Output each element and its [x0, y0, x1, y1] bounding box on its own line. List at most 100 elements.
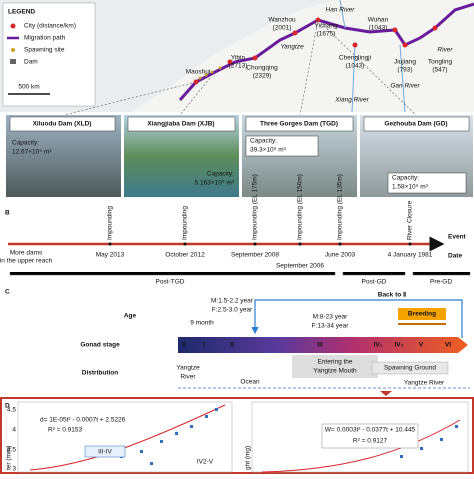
spawn-box [371, 361, 449, 375]
event-tick [338, 242, 342, 246]
capacity-value: 12.67×10⁹ m³ [12, 149, 52, 156]
dam-title: Gezhouba Dam (GD) [384, 121, 447, 128]
event-label: Impounding (EL 156m) [297, 174, 304, 240]
legend-box [2, 2, 96, 107]
city-name: Chenglingji [339, 55, 371, 62]
stage-label: IV₂ [394, 342, 403, 349]
mouth-box [292, 355, 378, 378]
event-label: Impounding (EL 135m) [337, 174, 344, 240]
city-distance: (2713) [229, 63, 248, 70]
equation: d= 1E-05t² - 0.0007t + 2.5226 [40, 417, 126, 424]
legend-item: City (distance/km) [24, 23, 76, 30]
dam-title: Xiangjiaba Dam (XJB) [147, 121, 214, 128]
city-distance: (1675) [317, 31, 336, 38]
back-arrow [251, 299, 463, 338]
river [399, 44, 406, 113]
breeding-box [398, 308, 446, 320]
date-label: September 2008 [231, 252, 279, 259]
equation: W= 0.0003t² - 0.0377t + 10.445 [325, 427, 416, 434]
date-label: October 2012 [165, 252, 205, 259]
stage-label: IV₁ [374, 342, 383, 349]
start-label: More dams [10, 250, 43, 257]
capacity-title: Capacity: [12, 140, 39, 147]
city-distance: (2001) [273, 25, 292, 32]
event-label: River Closure [407, 200, 414, 240]
dam-connectors [63, 19, 417, 116]
panel-label: D [5, 403, 10, 410]
event-tick [408, 242, 412, 246]
y-tick-label: 4.5 [7, 407, 16, 414]
date-label: September 2006 [276, 263, 324, 270]
event-tick [253, 242, 257, 246]
river-label: River [437, 47, 453, 54]
river-label: Yangtze [280, 44, 304, 51]
y-axis-label: ter (mm) [6, 445, 13, 470]
spawning-sites [198, 66, 222, 80]
event-label: Impounding [182, 206, 189, 240]
dam-title-boxes [9, 116, 470, 194]
y-tick-label: 4 [12, 427, 16, 434]
legend-title: LEGEND [8, 9, 35, 16]
city-dots [193, 17, 438, 85]
legend-dam [10, 59, 16, 64]
age-label: M:1.5-2.2 year [211, 298, 254, 305]
spawn-label: Spawning Ground [384, 365, 436, 372]
y-tick-label: 3 [12, 466, 16, 473]
legend-item: Migration path [24, 35, 66, 42]
breeding-label: Breeding [408, 311, 436, 318]
age-label: 9 month [190, 320, 214, 327]
dam-title: Xiluodu Dam (XLD) [33, 121, 92, 128]
city-name: Tongling [428, 59, 453, 66]
city-distance: (1043) [369, 25, 388, 32]
date-label: 4 January 1981 [388, 252, 433, 259]
city-name: Maoshui [186, 69, 211, 76]
y-tick-label: 3.5 [7, 447, 16, 454]
event-tick [298, 242, 302, 246]
period-label: Pre-GD [430, 279, 452, 286]
date-label: May 2013 [96, 252, 125, 259]
legend-spawn [11, 48, 15, 52]
row-title: Age [124, 313, 137, 320]
row-title: Gonad stage [80, 342, 120, 349]
city-name: Wuhan [368, 17, 389, 24]
age-label: F:2.5-3.0 year [212, 307, 253, 314]
city-name: Yibin [231, 55, 246, 62]
city-distance: (2329) [253, 73, 272, 80]
dist-label: Yangtze [176, 365, 200, 372]
capacity-title: Capacity: [207, 171, 234, 178]
stage-tag: III-IV [98, 449, 112, 456]
stage-label: II [230, 342, 234, 349]
fit-curve [261, 419, 461, 473]
dist-label: Yangtze River [404, 380, 445, 387]
period-label: Post-GD [362, 279, 387, 286]
event-tick [183, 242, 187, 246]
river [339, 0, 346, 29]
migration-path [178, 2, 474, 101]
river-label: Xiang River [334, 97, 369, 104]
stage-label: VI [445, 342, 451, 349]
event-label: Impounding (EL 175m) [252, 174, 259, 240]
plot-left [17, 401, 233, 473]
period-label: Post-TGD [156, 279, 185, 286]
capacity-value: 39.3×10⁹ m³ [250, 147, 287, 154]
city-name: Yichang [314, 23, 338, 30]
pointer [380, 391, 392, 396]
scale-label: 500 km [18, 84, 39, 91]
axis-label: Date [448, 253, 462, 260]
river [351, 44, 356, 113]
city-distance: (547) [432, 67, 447, 74]
capacity-title: Capacity: [392, 175, 419, 182]
stage-label: 0 [182, 342, 186, 349]
dam-title: Three Gorges Dam (TGD) [260, 121, 338, 128]
city-name: Wanzhou [268, 17, 296, 24]
r-squared: R² = 0.9127 [353, 438, 388, 445]
stage-label: III [317, 342, 323, 349]
r-squared: R² = 0.9153 [48, 427, 83, 434]
back-label: Back to Ⅱ [378, 291, 407, 299]
stage-label: I [203, 342, 205, 349]
capacity-value: 5.163×10⁹ m³ [195, 180, 235, 187]
date-label: June 2003 [325, 252, 356, 259]
panel-label: B [5, 210, 10, 217]
city-distance: (1043) [346, 63, 365, 70]
